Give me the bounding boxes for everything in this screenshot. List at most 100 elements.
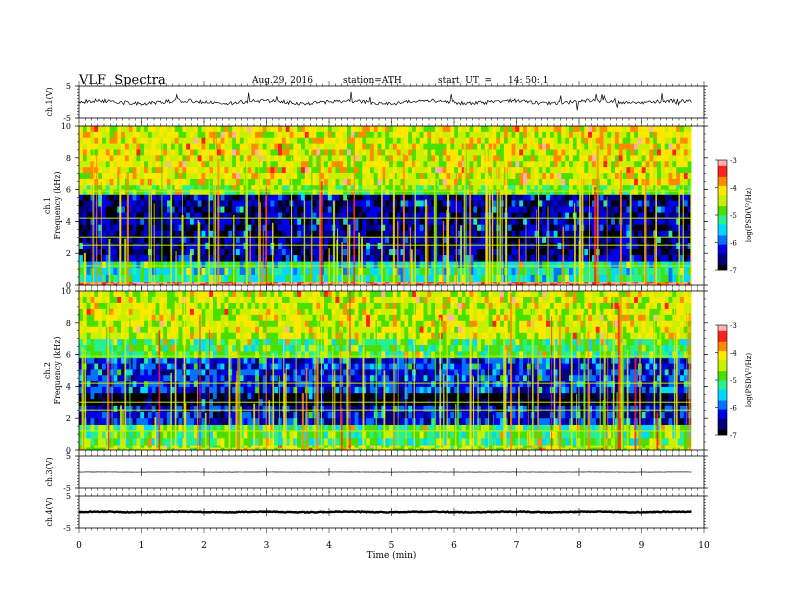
spectrogram-cell — [607, 206, 612, 213]
spectrogram-cell — [94, 143, 99, 150]
spectrogram-cell — [105, 242, 111, 250]
spectrogram-cell — [109, 178, 114, 186]
spectrogram-cell — [266, 206, 271, 213]
spectrogram-cell — [561, 173, 566, 180]
spectrogram-cell — [170, 206, 176, 213]
spectrogram-cell — [186, 283, 191, 286]
spectrogram-cell — [611, 189, 616, 195]
spectrogram-cell — [182, 189, 187, 195]
spectrogram-cell — [438, 206, 444, 213]
spectrogram-cell — [155, 206, 160, 213]
spectrogram-cell — [140, 161, 145, 168]
spectrogram-cell — [182, 283, 187, 286]
spectrogram-cell — [480, 224, 486, 232]
spectrogram-cell — [373, 255, 378, 262]
spectrogram-cell — [220, 137, 225, 145]
spectrogram-cell — [197, 167, 202, 174]
spectrogram-cell — [599, 249, 604, 256]
spectrogram-cell — [500, 167, 505, 174]
spectrogram-cell — [580, 155, 585, 162]
spectrogram-cell — [136, 283, 141, 286]
spectrogram-cell — [255, 155, 260, 162]
spectrogram-cell — [167, 224, 172, 232]
spectrogram-cell — [228, 249, 233, 256]
spectrogram-cell — [392, 167, 398, 174]
spectrogram-cell — [392, 261, 398, 269]
spectrogram-cell — [113, 249, 118, 256]
spectrogram-cell — [530, 236, 535, 244]
spectrogram-cell — [350, 281, 356, 284]
spectrogram-cell — [653, 161, 658, 168]
spectrogram-cell — [255, 212, 260, 220]
spectrogram-cell — [193, 173, 199, 180]
spectrogram-cell — [523, 200, 528, 207]
spectrogram-cell — [622, 167, 627, 174]
spectrogram-cell — [480, 274, 486, 283]
spectrogram-cell — [232, 173, 237, 180]
spectrogram-cell — [450, 212, 455, 220]
spectrogram-cell — [205, 261, 210, 269]
spectrogram-cell — [320, 167, 325, 174]
spectrogram-cell — [304, 200, 310, 207]
spectrogram-cell — [354, 143, 359, 150]
spectrogram-cell — [324, 281, 329, 284]
spectrogram-cell — [389, 281, 394, 284]
spectrogram-cell — [538, 274, 543, 283]
spectrogram-cell — [546, 178, 551, 186]
spectrogram-cell — [565, 137, 570, 145]
spectrogram-cell — [144, 224, 149, 232]
spectrogram-cell — [327, 255, 333, 262]
spectrogram-cell — [251, 178, 256, 186]
spectrogram-cell — [680, 189, 685, 195]
spectrogram-cell — [507, 137, 512, 145]
spectrogram-cell — [312, 255, 317, 262]
spectrogram-cell — [385, 249, 390, 256]
spectrogram-cell — [637, 184, 643, 190]
spectrogram-cell — [465, 236, 470, 244]
spectrogram-cell — [465, 149, 470, 156]
spectrogram-cell — [396, 274, 401, 283]
spectrogram-cell — [239, 200, 245, 207]
spectrogram-cell — [634, 184, 639, 190]
spectrogram-cell — [247, 137, 252, 145]
spectrogram-cell — [163, 173, 168, 180]
spectrogram-cell — [645, 212, 650, 220]
spectrogram-cell — [419, 126, 424, 133]
spectrogram-cell — [477, 274, 482, 283]
spectrogram-cell — [676, 131, 681, 139]
spectrogram-cell — [228, 212, 233, 220]
spectrogram-cell — [630, 184, 635, 190]
spectrogram-cell — [312, 218, 317, 226]
spectrogram-cell — [412, 281, 417, 284]
spectrogram-cell — [649, 212, 654, 220]
spectrogram-cell — [630, 255, 635, 262]
spectrogram-cell — [549, 155, 555, 162]
sferic-streak — [594, 187, 597, 285]
spectrogram-cell — [591, 173, 597, 180]
spectrogram-cell — [653, 143, 658, 150]
spectrogram-cell — [224, 173, 229, 180]
spectrogram-cell — [683, 178, 689, 186]
spectrogram-cell — [151, 155, 156, 162]
spectrogram-cell — [316, 230, 321, 238]
spectrogram-cell — [147, 230, 153, 238]
spectrogram-cell — [477, 200, 482, 207]
spectrogram-cell — [270, 126, 275, 133]
spectrogram-cell — [105, 281, 111, 284]
spectrogram-cell — [408, 167, 413, 174]
spectrogram-cell — [542, 268, 547, 276]
spectrogram-cell — [289, 131, 294, 139]
sferic-streak — [562, 226, 565, 285]
ch1-waveform-panel: 5-5ch.1(V) — [45, 81, 708, 123]
spectrogram-cell — [660, 189, 666, 195]
spectrogram-cell — [278, 236, 283, 244]
spectrogram-cell — [167, 161, 172, 168]
spectrogram-cell — [343, 212, 348, 220]
spectrogram-cell — [657, 155, 662, 162]
spectrogram-cell — [584, 281, 589, 284]
spectrogram-cell — [641, 236, 646, 244]
spectrogram-cell — [98, 206, 103, 213]
spectrogram-cell — [412, 137, 417, 145]
spectrogram-cell — [147, 242, 153, 250]
spectrogram-cell — [519, 126, 524, 133]
